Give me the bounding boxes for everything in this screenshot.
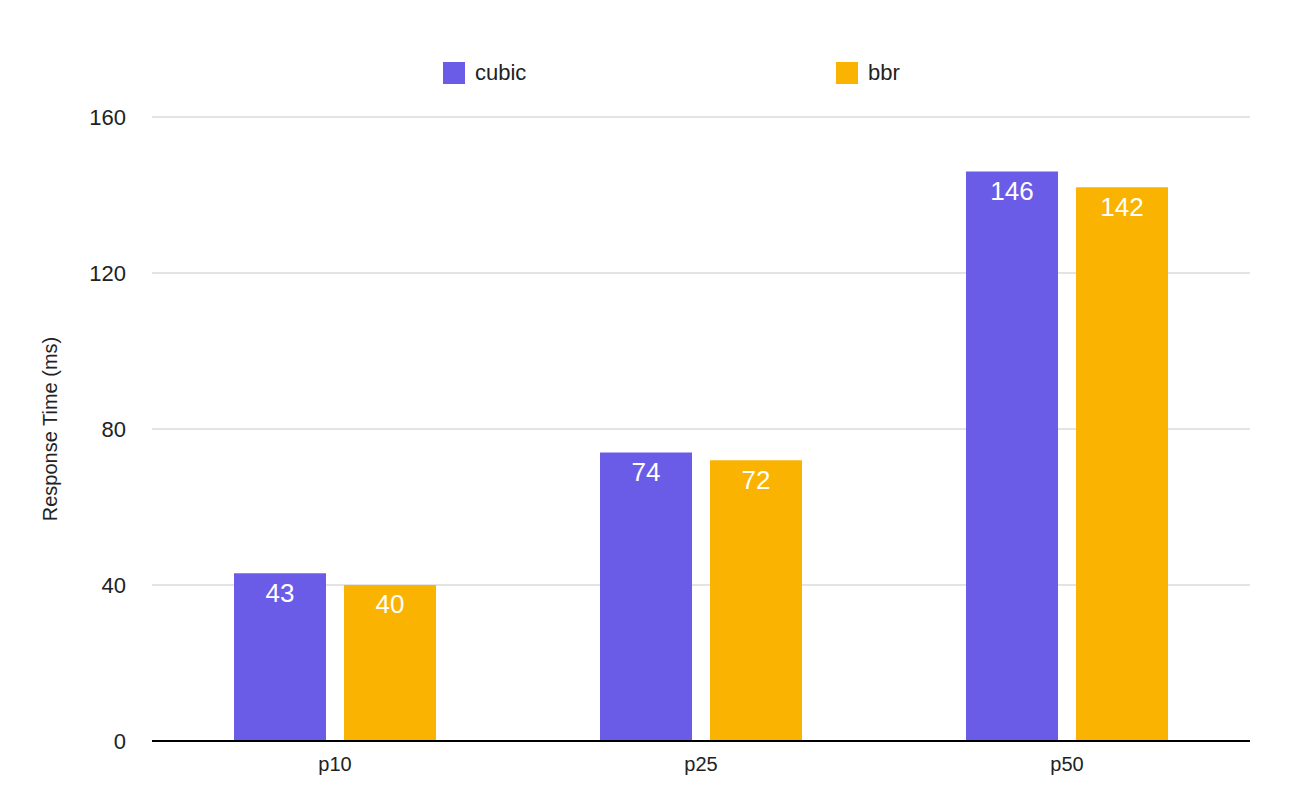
svg-text:74: 74 [632,457,661,487]
svg-text:120: 120 [89,261,126,286]
html-text:bbr: bbr [868,60,900,85]
svg-text:p10: p10 [318,753,351,775]
svg-text:160: 160 [89,105,126,130]
svg-text:0: 0 [114,729,126,754]
svg-text:72: 72 [742,465,771,495]
svg-text:p50: p50 [1050,753,1083,775]
svg-text:43: 43 [266,578,295,608]
svg-text:142: 142 [1100,192,1143,222]
svg-text:40: 40 [102,573,126,598]
svg-text:p25: p25 [684,753,717,775]
svg-text:80: 80 [102,417,126,442]
svg-text:40: 40 [376,589,405,619]
svg-text:146: 146 [990,176,1033,206]
html-text:cubic: cubic [475,60,527,85]
svg-text:Response Time (ms): Response Time (ms) [39,337,61,522]
